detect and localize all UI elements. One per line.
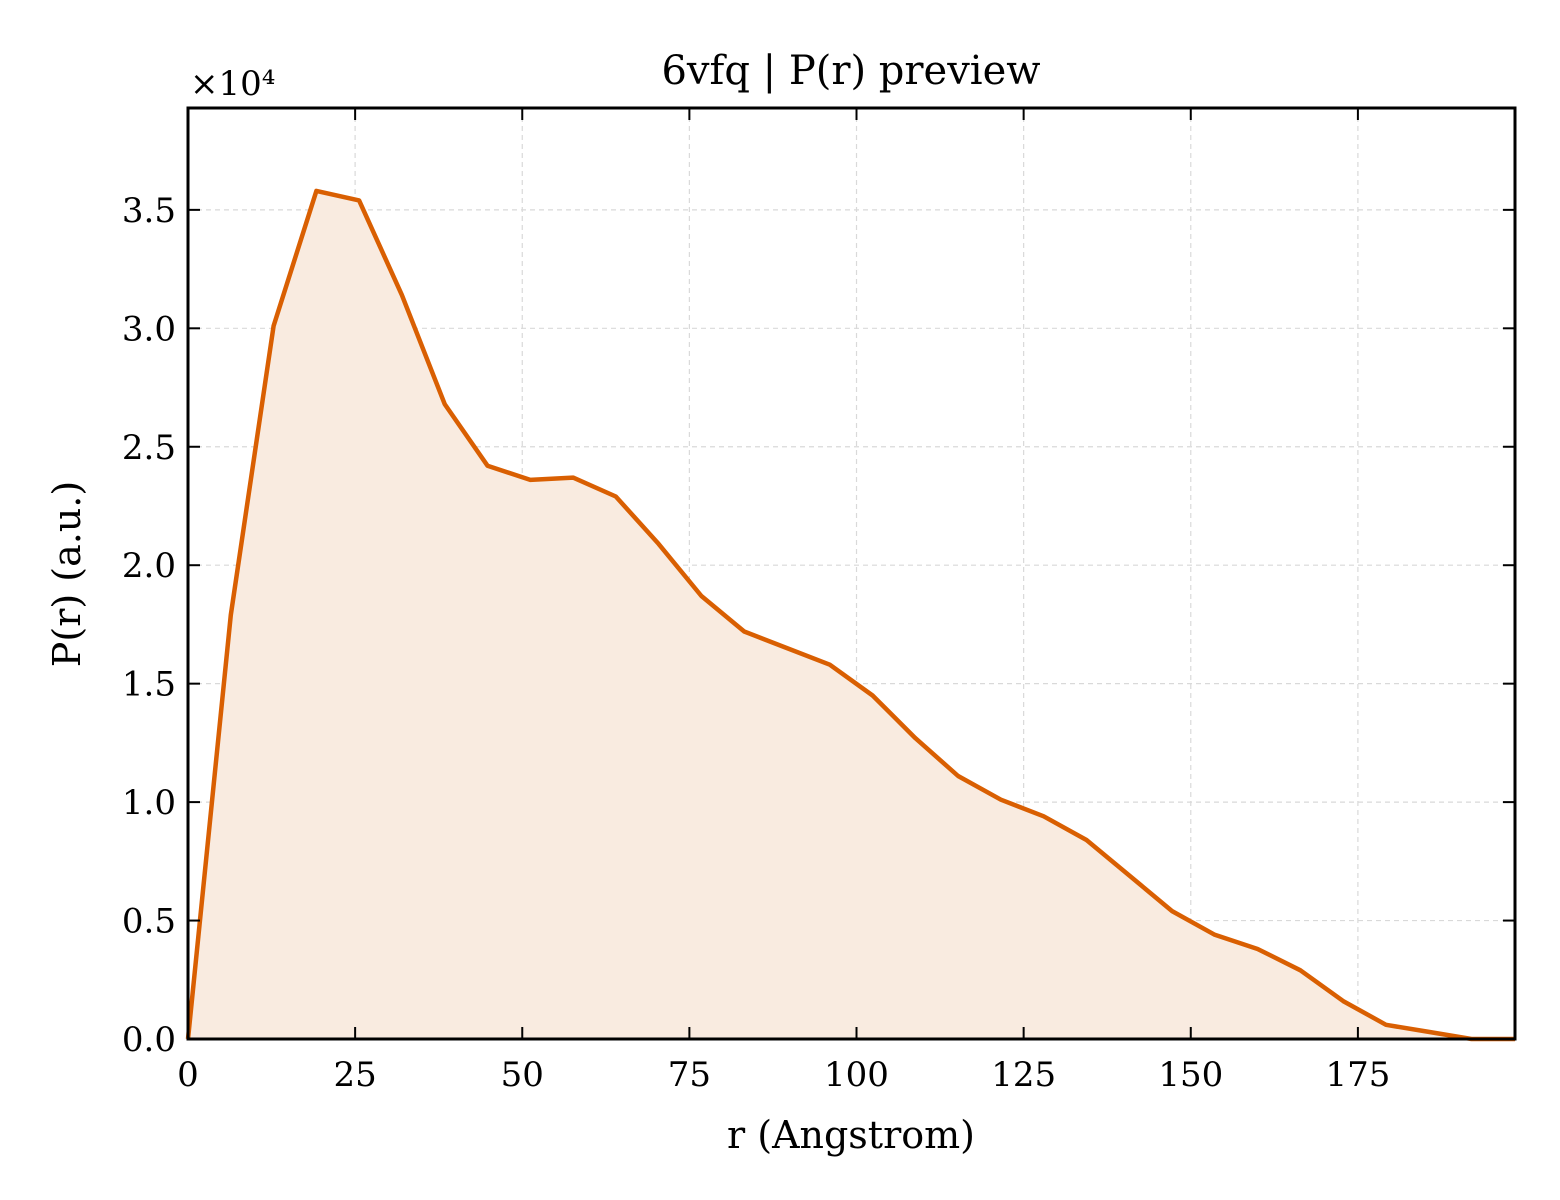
plot-frame [186, 106, 1517, 1041]
y-offset-label: ×10⁴ [190, 64, 275, 104]
x-tick-label: 125 [991, 1055, 1056, 1095]
area-fill [188, 190, 1515, 1039]
y-tick-label: 3.0 [122, 309, 176, 349]
chart-title: 6vfq | P(r) preview [661, 48, 1040, 94]
x-tick-label: 0 [177, 1055, 199, 1095]
pr-line [185, 188, 1515, 1042]
x-tick-label: 150 [1158, 1055, 1223, 1095]
y-tick-label: 2.0 [122, 546, 176, 586]
y-tick-label: 0.5 [122, 902, 176, 942]
x-tick-label: 75 [668, 1055, 711, 1095]
y-tick-labels: 0.0 0.5 1.0 1.5 2.0 2.5 3.0 3.5 [122, 191, 176, 1060]
x-tick-label: 50 [501, 1055, 544, 1095]
x-tick-label: 25 [333, 1055, 376, 1095]
x-tick-label: 175 [1325, 1055, 1390, 1095]
y-tick-label: 3.5 [122, 191, 176, 231]
y-tick-label: 2.5 [122, 428, 176, 468]
y-tick-label: 1.0 [122, 783, 176, 823]
y-tick-label: 1.5 [122, 665, 176, 705]
y-axis-label: P(r) (a.u.) [45, 481, 89, 667]
x-tick-label: 100 [824, 1055, 889, 1095]
x-tick-labels: 0 25 50 75 100 125 150 175 [177, 1055, 1390, 1095]
y-tick-label: 0.0 [122, 1020, 176, 1060]
x-axis-label: r (Angstrom) [727, 1113, 975, 1157]
